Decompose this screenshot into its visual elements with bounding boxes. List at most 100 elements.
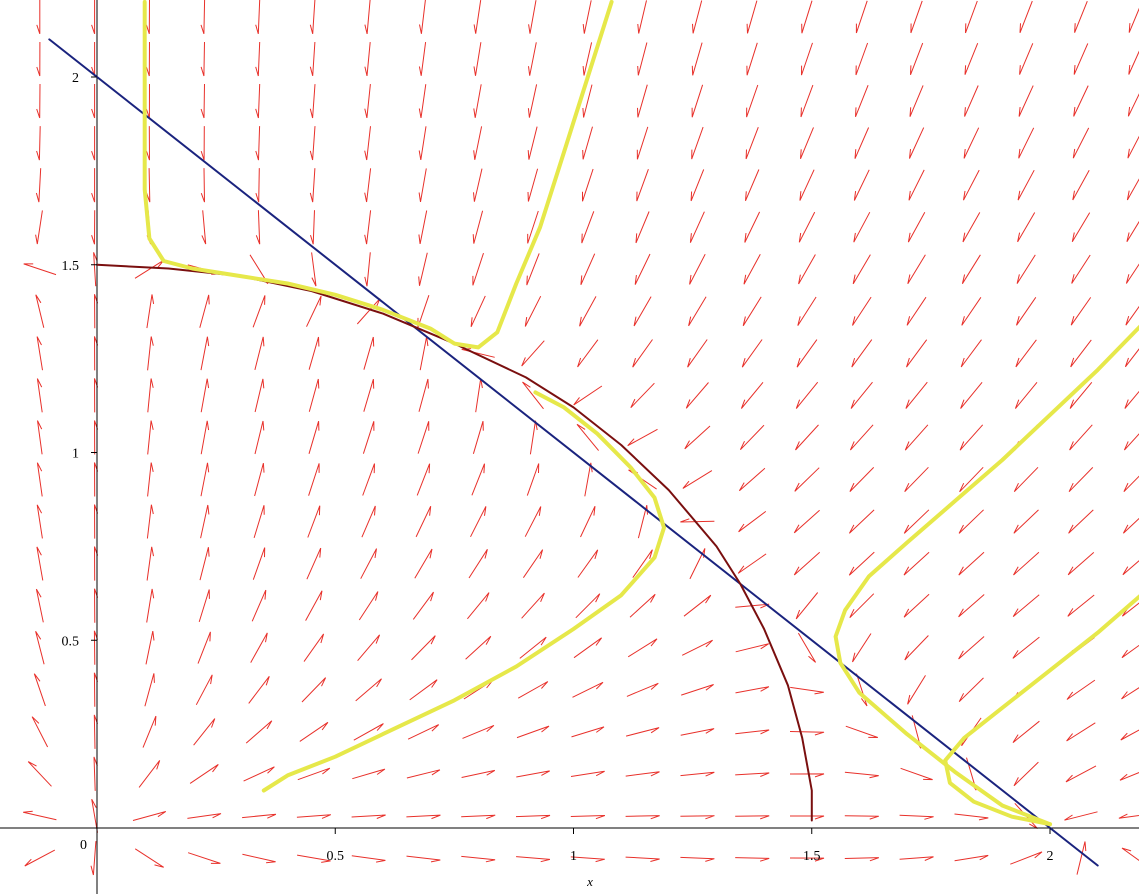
field-arrow — [683, 594, 712, 617]
field-arrow — [33, 673, 46, 707]
field-arrow — [254, 462, 265, 497]
field-arrow — [1013, 551, 1040, 576]
field-arrow — [789, 773, 825, 778]
field-arrow — [91, 42, 96, 77]
field-arrow — [577, 549, 599, 578]
direction-field — [23, 0, 1139, 876]
field-arrow — [1073, 85, 1089, 117]
field-arrow — [527, 84, 538, 118]
field-arrow — [798, 254, 816, 285]
field-arrow — [146, 168, 151, 203]
field-arrow — [418, 210, 428, 244]
field-arrow — [1065, 765, 1097, 783]
field-arrow — [461, 769, 496, 778]
field-arrow — [680, 771, 715, 777]
field-arrow — [1012, 636, 1040, 659]
field-arrow — [794, 467, 820, 492]
field-arrow — [200, 378, 210, 413]
field-arrow — [311, 252, 317, 287]
field-arrow — [473, 42, 482, 76]
field-arrow — [142, 715, 157, 748]
field-arrow — [801, 42, 813, 76]
field-arrow — [1126, 178, 1139, 201]
field-arrow — [798, 211, 816, 243]
field-arrow — [138, 760, 161, 788]
field-arrow — [1070, 339, 1092, 368]
field-arrow — [200, 0, 206, 35]
field-arrow — [581, 211, 595, 244]
field-arrow — [625, 856, 660, 862]
field-arrow — [1119, 772, 1139, 781]
field-arrow — [855, 85, 869, 117]
field-arrow — [738, 511, 767, 533]
field-arrow — [364, 126, 371, 161]
field-arrow — [134, 259, 165, 279]
field-arrow — [309, 168, 316, 203]
field-arrow — [735, 603, 770, 609]
y-tick-label: 0.5 — [62, 634, 80, 649]
field-arrow — [745, 127, 759, 160]
field-arrow — [954, 854, 989, 862]
field-arrow — [629, 593, 656, 618]
field-arrow — [254, 420, 265, 455]
field-arrow — [746, 84, 759, 118]
field-arrow — [910, 42, 924, 75]
field-arrow — [746, 0, 758, 34]
field-arrow — [958, 636, 985, 660]
field-arrow — [147, 378, 154, 413]
field-arrow — [200, 462, 210, 497]
field-arrow — [856, 673, 868, 707]
field-arrow — [471, 463, 485, 496]
field-arrow — [521, 592, 545, 619]
field-arrow — [362, 463, 375, 496]
field-arrow — [632, 339, 653, 368]
field-arrow — [573, 637, 603, 659]
field-arrow — [741, 339, 763, 368]
field-arrow — [415, 505, 432, 538]
field-arrow — [412, 591, 434, 620]
field-arrow — [364, 168, 372, 203]
field-arrow — [308, 421, 320, 454]
field-arrow — [790, 815, 825, 820]
field-arrow — [635, 211, 650, 244]
field-arrow — [144, 673, 155, 707]
field-arrow — [527, 126, 538, 160]
field-arrow — [35, 210, 43, 245]
x-tick-label: 1.5 — [803, 849, 821, 864]
field-arrow — [1122, 560, 1139, 576]
field-arrow — [637, 42, 648, 76]
field-arrow — [472, 210, 484, 244]
field-arrow — [1064, 811, 1098, 821]
field-arrow — [35, 631, 45, 665]
field-arrow — [473, 0, 482, 34]
field-arrow — [845, 725, 878, 738]
field-arrow — [416, 463, 431, 496]
field-arrow — [306, 547, 322, 580]
field-arrow — [1128, 50, 1139, 75]
field-arrow — [200, 336, 210, 371]
field-arrow — [903, 509, 930, 534]
field-arrow — [900, 767, 933, 781]
field-arrow — [905, 381, 928, 409]
field-arrow — [960, 381, 983, 409]
field-arrow — [907, 212, 926, 243]
field-arrow — [681, 684, 714, 696]
field-arrow — [735, 772, 770, 777]
field-arrow — [681, 639, 713, 656]
field-arrow — [625, 727, 660, 737]
field-arrow — [515, 814, 551, 820]
field-arrow — [517, 681, 549, 699]
field-arrow — [1010, 851, 1043, 865]
field-arrow — [1012, 594, 1040, 617]
field-arrow — [351, 814, 386, 819]
field-arrow — [527, 168, 539, 202]
field-arrow — [93, 714, 98, 749]
field-arrow — [93, 630, 98, 665]
field-arrow — [90, 841, 97, 876]
field-arrow — [1067, 552, 1095, 576]
field-arrow — [36, 546, 44, 581]
field-arrow — [1069, 424, 1093, 451]
field-arrow — [146, 126, 150, 161]
field-arrow — [91, 168, 96, 203]
